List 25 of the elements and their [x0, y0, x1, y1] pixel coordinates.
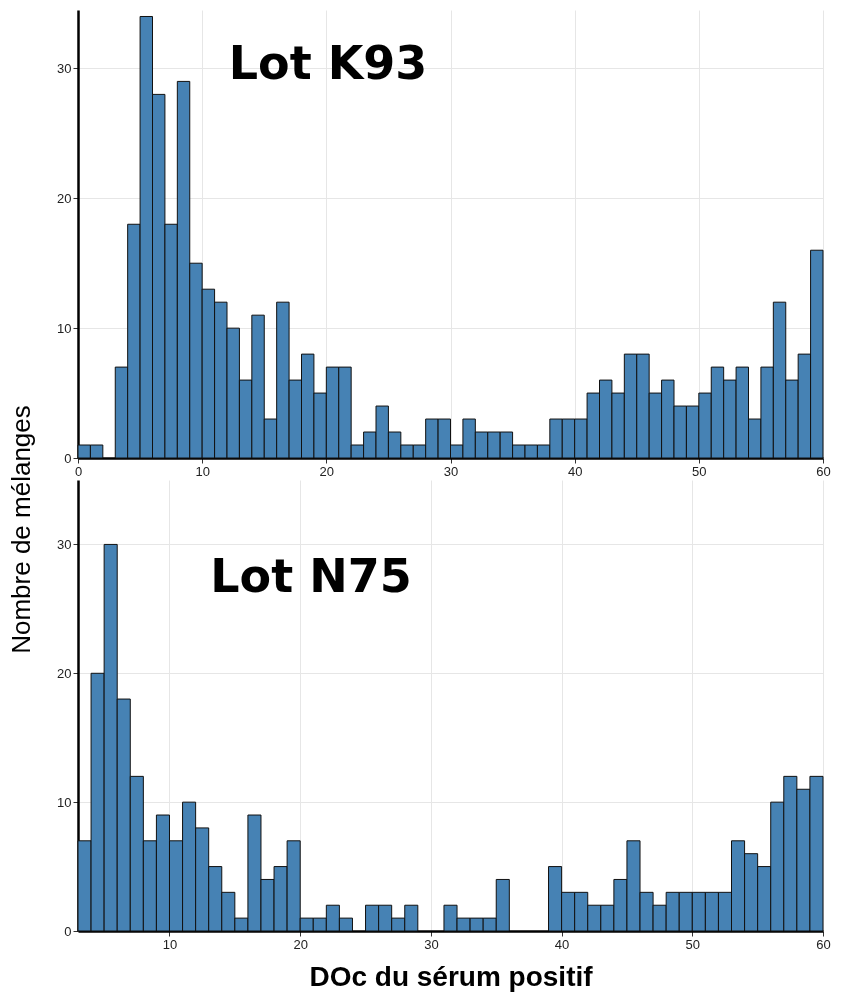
- y-tick-label: 10: [57, 794, 72, 810]
- x-tick-label: 50: [685, 936, 701, 952]
- x-tick-label: 20: [319, 463, 335, 479]
- y-tick-label: 0: [64, 923, 72, 939]
- x-tick-label: 60: [816, 936, 831, 952]
- y-tick-label: 20: [57, 665, 72, 681]
- y-tick-label: 20: [57, 190, 72, 206]
- x-tick-label: 30: [443, 463, 459, 479]
- y-tick-label: 30: [57, 60, 72, 76]
- x-tick-label: 40: [567, 463, 583, 479]
- x-tick-label: 20: [293, 936, 308, 952]
- x-tick-label: 10: [195, 463, 210, 479]
- annotation: Lot N75: [210, 549, 412, 603]
- y-tick-label: 0: [64, 450, 72, 466]
- annotation: Lot K93: [228, 36, 428, 90]
- x-tick-label: 0: [74, 463, 83, 479]
- y-tick-label: 30: [57, 536, 72, 552]
- x-tick-label: 60: [816, 463, 831, 479]
- x-axis-title: DOc du sérum positif: [309, 960, 594, 992]
- x-tick-label: 50: [692, 463, 707, 479]
- y-tick-label: 10: [57, 320, 72, 336]
- x-tick-label: 40: [554, 936, 570, 952]
- x-tick-label: 10: [162, 936, 178, 952]
- y-axis-title: Nombre de mélanges: [6, 405, 37, 654]
- x-tick-label: 30: [424, 936, 439, 952]
